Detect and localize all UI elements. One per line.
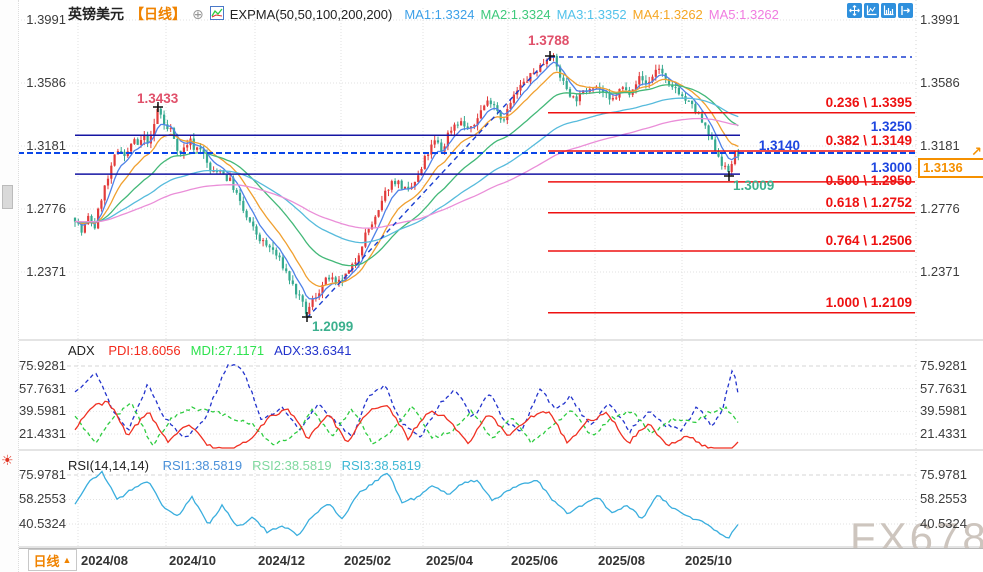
rsi-values: RSI1:38.5819 RSI2:38.5819 RSI3:38.5819: [153, 458, 422, 473]
period-arrow-icon: ▲: [62, 555, 72, 565]
sun-icon[interactable]: ☀: [1, 452, 14, 468]
adx-values: PDI:18.6056 MDI:27.1171 ADX:33.6341: [98, 343, 351, 358]
period-selector-button[interactable]: 日线 ▲: [28, 549, 77, 571]
symbol-name: 英镑美元: [68, 6, 124, 22]
chart-toolbar: [847, 3, 913, 18]
add-indicator-icon[interactable]: ⊕: [192, 5, 204, 22]
adx-header: ADX PDI:18.6056 MDI:27.1171 ADX:33.6341: [68, 343, 351, 358]
current-price-badge: 1.3136: [918, 158, 983, 178]
rsi-header: RSI(14,14,14) RSI1:38.5819 RSI2:38.5819 RS…: [68, 458, 421, 473]
ma-values: MA1:1.3324 MA2:1.3324 MA3:1.3352 MA4:1.3262…: [398, 7, 779, 22]
indicator-chart-icon: [209, 5, 224, 23]
scale-axes-icon[interactable]: [864, 3, 879, 18]
ma-value: MA3:1.3352: [556, 6, 627, 22]
period-label: 日线: [33, 553, 60, 569]
rsi-value: RSI3:38.5819: [341, 458, 422, 473]
adx-value: PDI:18.6056: [108, 343, 181, 358]
adx-title: ADX: [68, 343, 95, 358]
left-toolbar-strip: ☀: [0, 0, 19, 572]
rsi-title: RSI(14,14,14): [68, 458, 149, 473]
rsi-value: RSI2:38.5819: [252, 458, 332, 473]
bars-axes-icon[interactable]: [881, 3, 896, 18]
indicator-label: EXPMA(50,50,100,200,200): [229, 6, 393, 22]
ma-value: MA1:1.3324: [404, 6, 475, 22]
ma-value: MA5:1.3262: [708, 6, 779, 22]
date-axis-bar: [0, 548, 983, 572]
adx-value: ADX:33.6341: [274, 343, 352, 358]
ma-value: MA4:1.3262: [632, 6, 703, 22]
period-tag: 【日线】: [130, 6, 186, 22]
goto-latest-icon[interactable]: [898, 3, 913, 18]
rsi-value: RSI1:38.5819: [162, 458, 243, 473]
ma-value: MA2:1.3324: [480, 6, 551, 22]
pan-icon[interactable]: [847, 3, 862, 18]
main-chart-header: 英镑美元 【日线】 ⊕ EXPMA(50,50,100,200,200) MA1…: [68, 4, 779, 24]
adx-value: MDI:27.1171: [190, 343, 265, 358]
scrollbar-thumb[interactable]: [2, 185, 13, 209]
price-up-arrow-icon: ↗: [971, 144, 982, 159]
